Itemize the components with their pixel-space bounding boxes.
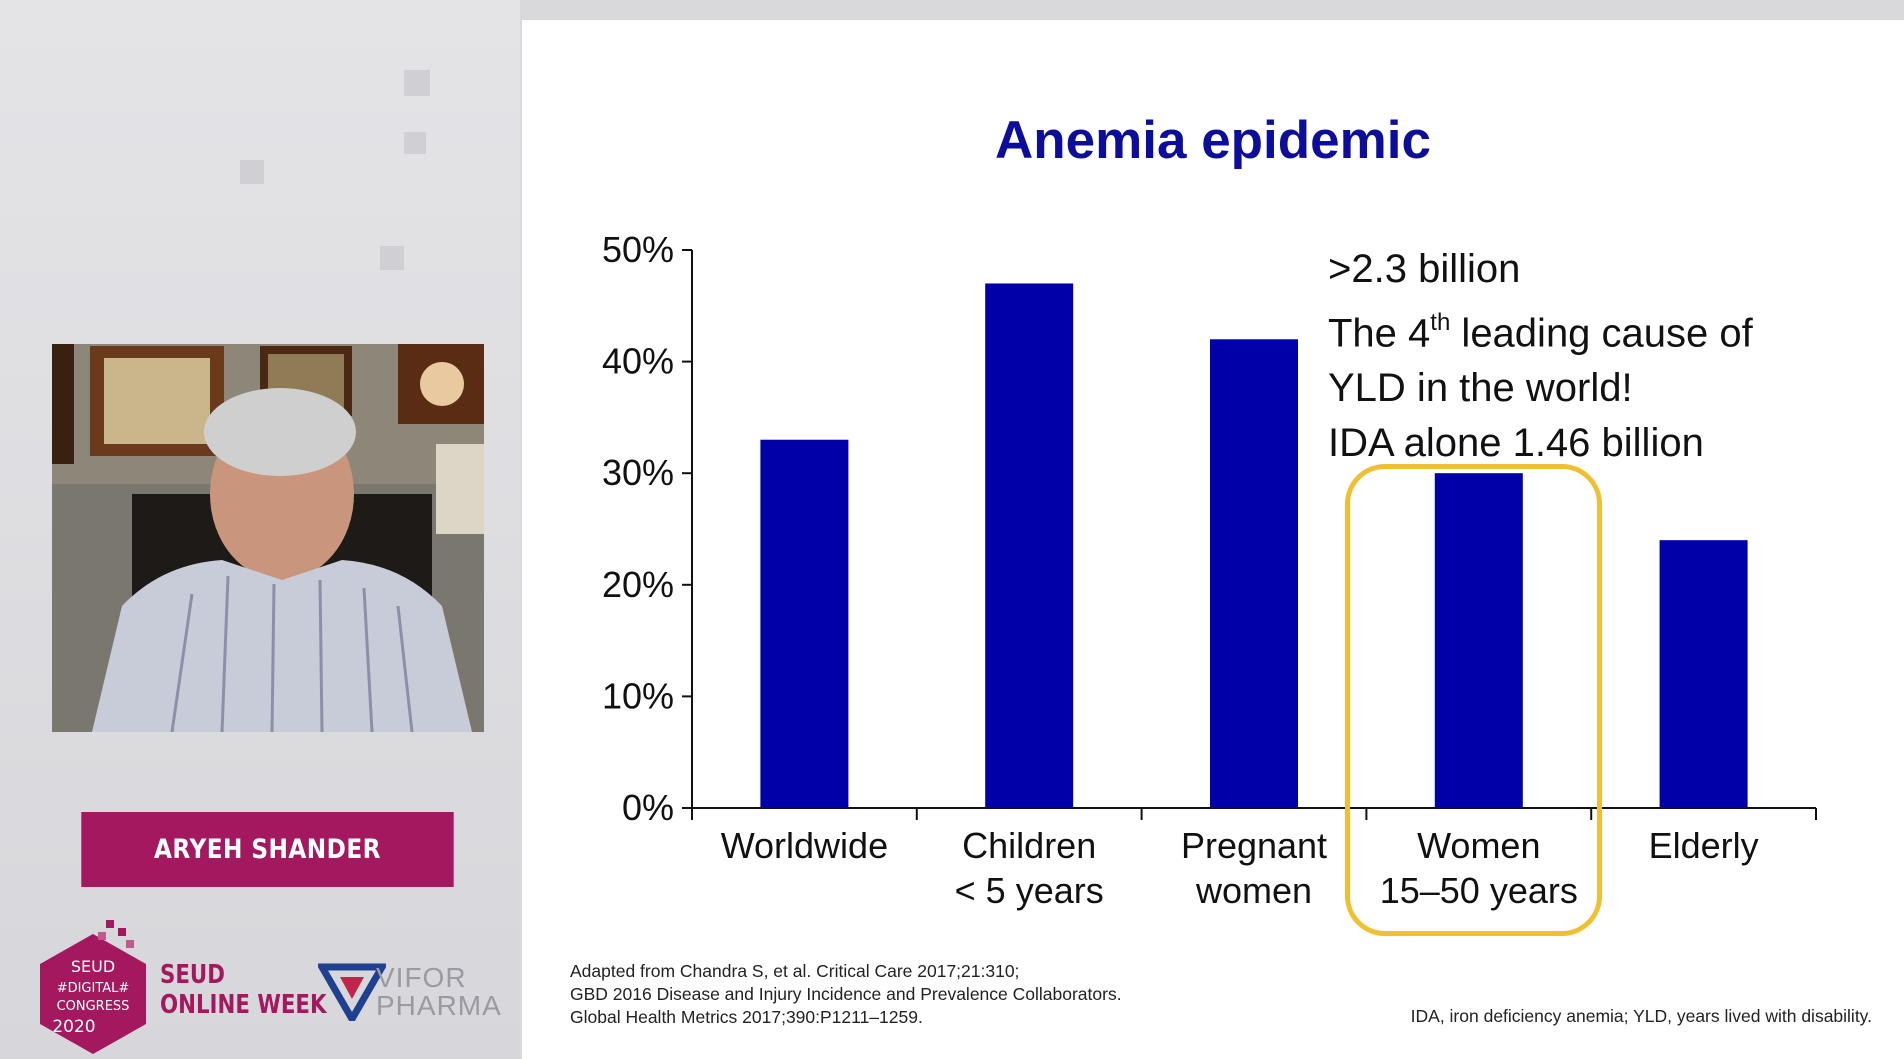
- seud-online-week-wordmark: SEUD ONLINE WEEK: [160, 960, 326, 1020]
- y-tick-label: 50%: [602, 229, 674, 270]
- chart-annotation: >2.3 billion The 4th leading cause of YL…: [1328, 242, 1753, 471]
- speaker-video: [52, 344, 484, 732]
- seud-line2: ONLINE WEEK: [160, 990, 327, 1020]
- x-category-label: Elderly: [1649, 825, 1759, 866]
- presentation-slide: Anemia epidemic 0% 10% 20% 30% 40% 50% Worldw…: [522, 20, 1904, 1059]
- x-category-label: Pregnant: [1181, 825, 1327, 866]
- y-tick-label: 40%: [602, 341, 674, 382]
- x-category-label: women: [1195, 870, 1312, 911]
- svg-text:CONGRESS: CONGRESS: [57, 999, 130, 1014]
- source-citation: Adapted from Chandra S, et al. Critical …: [570, 960, 1122, 1029]
- abbreviations-footnote: IDA, iron deficiency anemia; YLD, years …: [1410, 1006, 1872, 1026]
- bar: [1434, 473, 1523, 808]
- x-category-label: Children: [962, 825, 1096, 866]
- seud-line1: SEUD: [160, 960, 225, 990]
- speaker-panel: ARYEH SHANDER SEUD #DIGITAL# CONGRESS 20…: [0, 0, 520, 1059]
- decor-square: [404, 132, 426, 154]
- annotation-line2-post: leading cause of: [1450, 311, 1753, 356]
- source-line: Adapted from Chandra S, et al. Critical …: [570, 961, 1020, 981]
- annotation-line2-pre: The 4: [1328, 311, 1431, 356]
- x-category-label: Women: [1417, 825, 1540, 866]
- x-category-label: 15–50 years: [1380, 870, 1578, 911]
- annotation-line2: The 4th leading cause of: [1328, 297, 1753, 361]
- bar: [760, 439, 849, 808]
- bar: [1659, 540, 1748, 808]
- y-tick-label: 10%: [602, 675, 674, 716]
- highlight-box: [1345, 464, 1602, 936]
- vifor-line2: PHARMA: [376, 990, 502, 1021]
- svg-text:#DIGITAL#: #DIGITAL#: [57, 981, 130, 996]
- y-tick-label: 0%: [622, 787, 674, 828]
- seud-congress-logo: SEUD #DIGITAL# CONGRESS 2020: [40, 920, 146, 1054]
- slide-title: Anemia epidemic: [995, 111, 1431, 170]
- annotation-line1: >2.3 billion: [1328, 247, 1521, 291]
- svg-text:SEUD: SEUD: [71, 957, 115, 976]
- speaker-name-banner: ARYEH SHANDER: [81, 812, 454, 887]
- y-tick-label: 30%: [602, 452, 674, 493]
- x-category-label: Worldwide: [721, 825, 888, 866]
- source-line: Global Health Metrics 2017;390:P1211–125…: [570, 1007, 923, 1027]
- vifor-line1: VIFOR: [376, 962, 467, 993]
- decor-square: [380, 246, 404, 270]
- vifor-triangle-icon: [318, 963, 386, 1021]
- annotation-line4: IDA alone 1.46 billion: [1328, 421, 1704, 466]
- svg-text:2020: 2020: [52, 1017, 95, 1037]
- x-category-label: < 5 years: [955, 870, 1104, 911]
- decor-square: [240, 160, 264, 184]
- y-axis: 0% 10% 20% 30% 40% 50%: [602, 229, 693, 828]
- annotation-line3: YLD in the world!: [1328, 366, 1633, 411]
- bars: [760, 283, 1748, 809]
- vifor-pharma-wordmark: VIFOR PHARMA: [376, 964, 502, 1020]
- y-tick-label: 20%: [602, 564, 674, 605]
- bar-chart: 0% 10% 20% 30% 40% 50% Worldwide Children< 5 y…: [602, 229, 1817, 911]
- source-line: GBD 2016 Disease and Injury Incidence an…: [570, 984, 1122, 1004]
- bar: [1210, 339, 1298, 808]
- bar: [985, 283, 1074, 809]
- speaker-video-frame: [52, 344, 484, 732]
- annotation-line2-sup: th: [1430, 309, 1451, 336]
- x-axis: [691, 807, 1817, 820]
- decor-square: [404, 70, 430, 96]
